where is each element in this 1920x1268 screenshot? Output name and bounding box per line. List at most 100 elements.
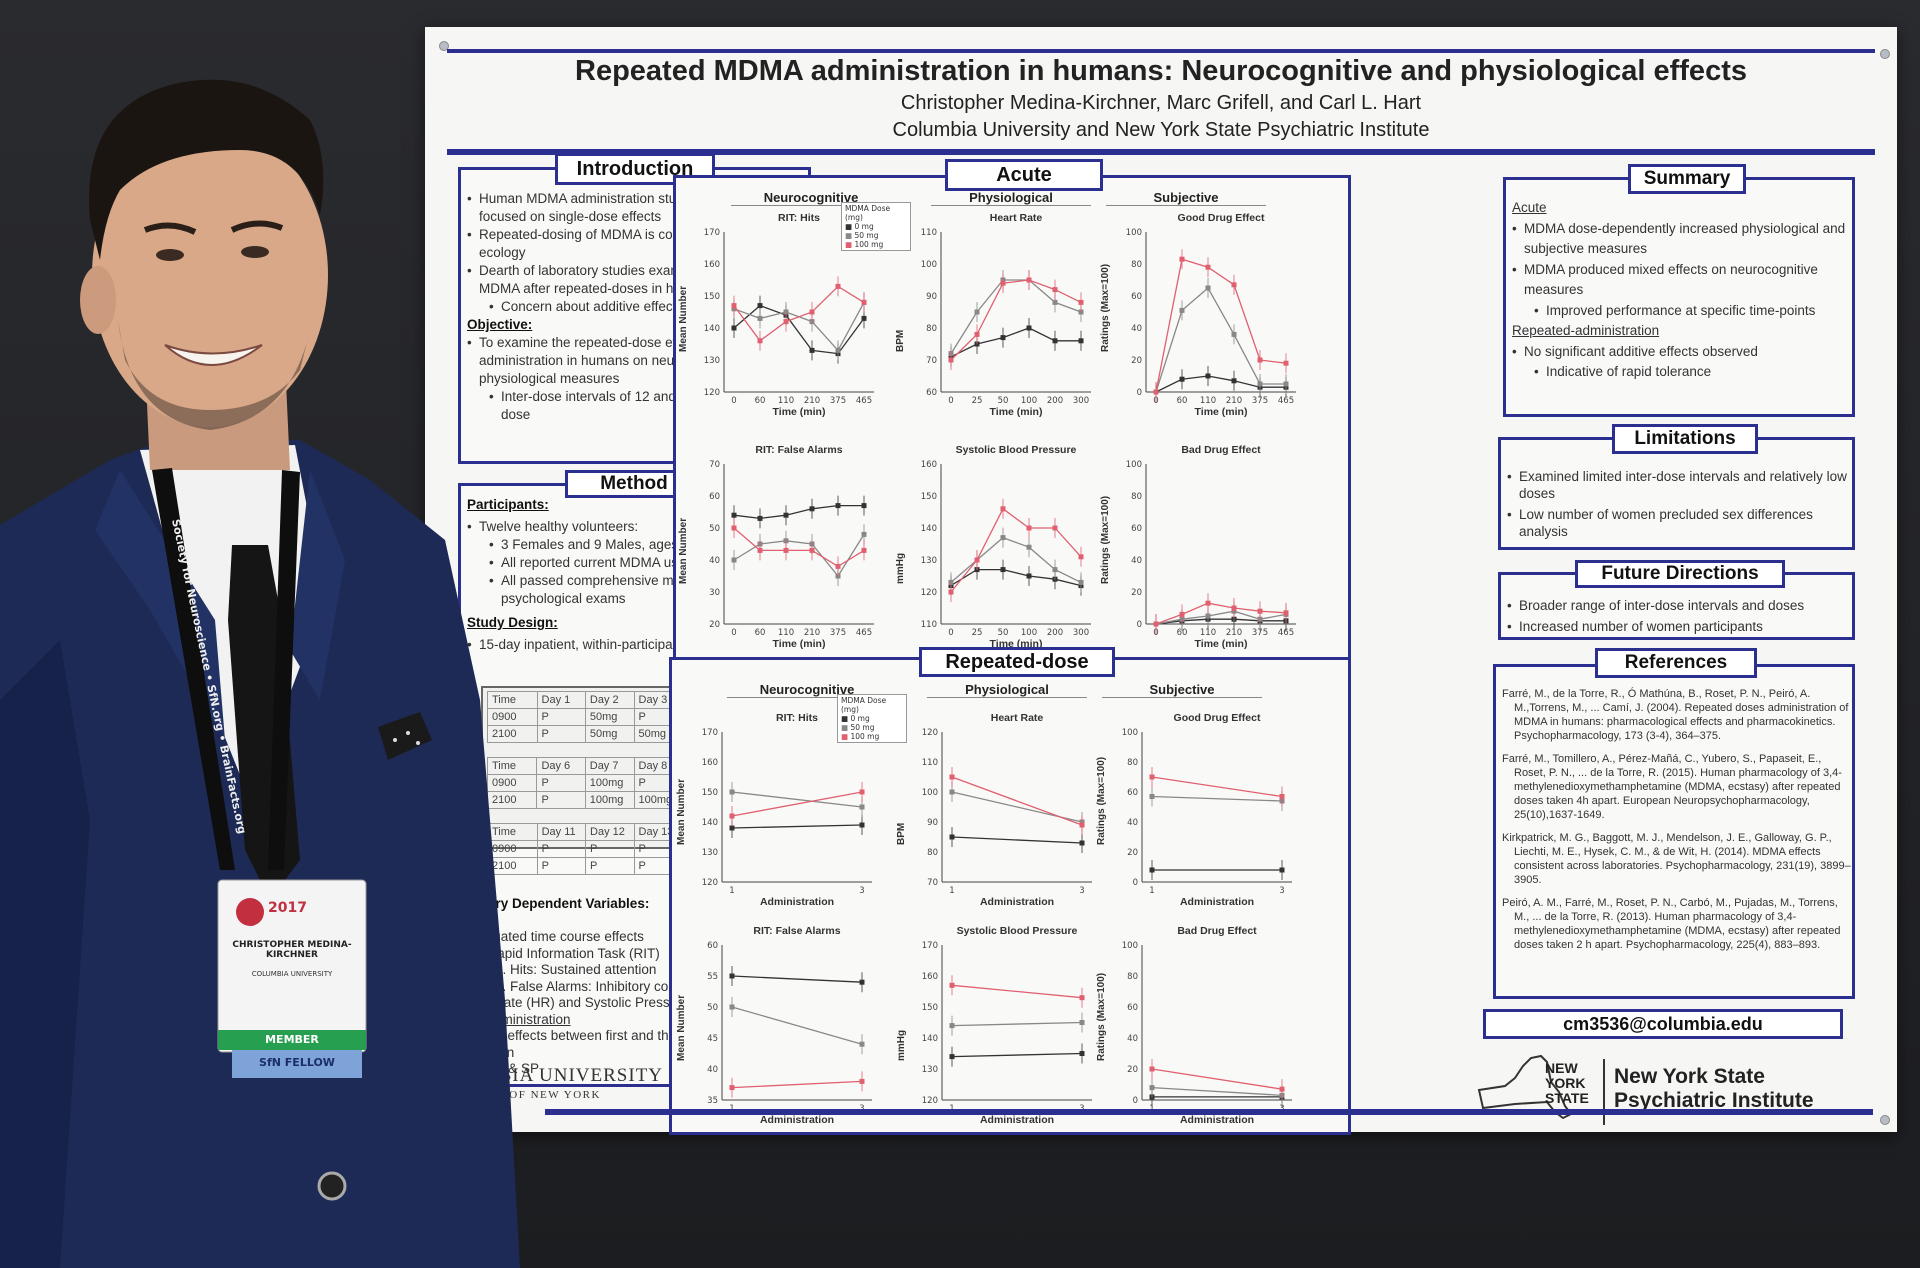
schedule-cell: P (536, 840, 587, 858)
y-tick-label: 20 (1127, 848, 1138, 858)
data-point (1026, 277, 1032, 283)
y-tick-label: 80 (1127, 972, 1138, 982)
data-point (861, 315, 867, 321)
y-axis-label: Ratings (Max=100) (1096, 973, 1107, 1062)
y-axis-label: Ratings (Max=100) (1100, 495, 1111, 584)
schedule-cell: 2100 (487, 725, 538, 743)
x-tick-label: 375 (830, 628, 846, 638)
schedule-cell: P (536, 725, 586, 743)
y-tick-label: 55 (707, 972, 718, 982)
x-axis-label: Administration (979, 896, 1055, 908)
y-tick-label: 40 (1131, 324, 1142, 334)
x-tick-label: 100 (1021, 396, 1037, 406)
badge-ribbon (232, 1050, 362, 1078)
chart-title: Systolic Blood Pressure (956, 925, 1078, 937)
series-line (1155, 610, 1287, 625)
data-point (835, 347, 841, 353)
data-point (731, 303, 737, 309)
series-line (1155, 375, 1286, 393)
data-point (731, 325, 737, 331)
schedule-cell: 50mg (584, 708, 635, 726)
data-point (861, 503, 867, 509)
series-line (731, 1080, 863, 1089)
y-axis-label: Mean Number (676, 778, 687, 845)
x-tick-label: 375 (1252, 396, 1268, 406)
x-tick-label: 3 (1279, 886, 1284, 896)
data-point (729, 973, 735, 979)
data-point (1078, 338, 1084, 344)
schedule-cell: Day 7 (584, 757, 635, 775)
chart-rit-false-alarms: 35404550556013 (707, 941, 872, 1114)
x-axis-label: Administration (1179, 896, 1255, 908)
x-tick-label: 3 (859, 886, 864, 896)
y-tick-label: 45 (707, 1034, 718, 1044)
data-point (1179, 307, 1185, 313)
data-point (1149, 794, 1155, 799)
x-tick-label: 25 (972, 628, 983, 638)
future-directions-title: Future Directions (1575, 560, 1785, 588)
y-axis-label: BPM (896, 822, 907, 845)
y-tick-label: 80 (927, 848, 938, 858)
data-point (729, 825, 735, 831)
data-point (1205, 285, 1211, 291)
x-tick-label: 375 (830, 396, 846, 406)
y-tick-label: 70 (926, 356, 937, 366)
data-point (1079, 1020, 1085, 1025)
series-line (1151, 1068, 1283, 1090)
data-point (859, 804, 865, 810)
schedule-cell: 100mg (584, 774, 635, 792)
summary-text: Acute MDMA dose-dependently increased ph… (1512, 198, 1852, 383)
x-tick-label: 375 (1252, 628, 1268, 638)
y-tick-label: 50 (707, 1003, 718, 1013)
data-point (1052, 338, 1058, 344)
data-point (1283, 381, 1289, 387)
y-tick-label: 60 (709, 492, 720, 502)
data-point (729, 1004, 735, 1010)
nys-logo-line: STATE (1545, 1090, 1589, 1106)
summary-bullet: No significant additive effects observed (1512, 342, 1852, 363)
dv-line: Evaluated time course effects (467, 929, 644, 944)
y-axis-label: mmHg (895, 552, 906, 584)
y-tick-label: 60 (1131, 292, 1142, 302)
dv-line: 2. False Alarms: Inhibitory control (495, 978, 695, 994)
x-tick-label: 210 (804, 628, 820, 638)
chart-title: RIT: False Alarms (755, 444, 843, 456)
repeated-dose-title: Repeated-dose (919, 647, 1115, 677)
y-tick-label: 130 (704, 356, 720, 366)
data-point (949, 1023, 955, 1029)
data-point (1052, 567, 1058, 573)
x-tick-label: 465 (856, 628, 872, 638)
data-point (809, 347, 815, 353)
y-tick-label: 0 (1133, 878, 1138, 888)
chart-title: Bad Drug Effect (1181, 444, 1261, 456)
data-point (1153, 621, 1159, 627)
schedule-cell: 0900 (487, 708, 538, 726)
acute-title: Acute (945, 159, 1103, 191)
data-point (1026, 573, 1032, 579)
schedule-cell: Day 2 (584, 691, 635, 709)
data-point (1179, 256, 1185, 262)
data-point (949, 789, 955, 795)
x-tick-label: 60 (755, 628, 766, 638)
intro-sub-bullet: Concern about additive effects (467, 298, 807, 316)
data-point (809, 506, 815, 512)
y-tick-label: 40 (1127, 1034, 1138, 1044)
data-point (949, 982, 955, 988)
y-tick-label: 20 (1127, 1065, 1138, 1075)
y-tick-label: 0 (1137, 620, 1142, 630)
schedule-cell: 0900 (486, 774, 538, 792)
series-line (1155, 618, 1286, 625)
y-tick-label: 80 (1131, 492, 1142, 502)
objective-heading: Objective: (467, 317, 533, 332)
data-point (1257, 357, 1263, 363)
x-tick-label: 50 (998, 396, 1009, 406)
y-tick-label: 100 (1122, 941, 1138, 951)
data-point (1078, 579, 1084, 585)
data-point (1205, 613, 1211, 619)
data-point (835, 503, 841, 509)
y-axis-label: Mean Number (678, 285, 689, 352)
data-point (1052, 299, 1058, 305)
data-point (1257, 608, 1263, 614)
data-point (731, 512, 737, 518)
